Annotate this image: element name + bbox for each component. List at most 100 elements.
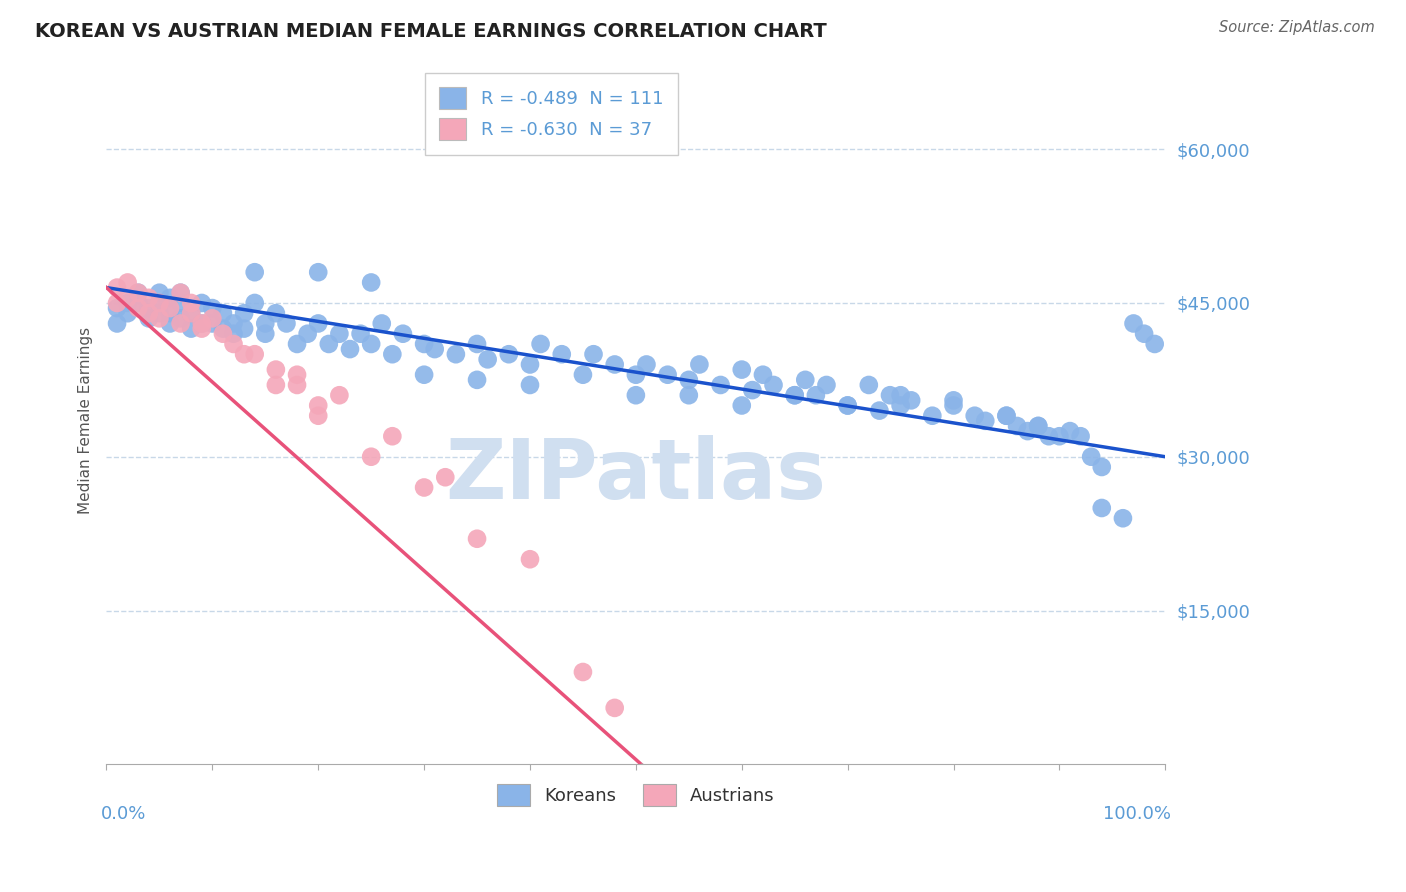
Point (243, 347, 266, 361)
Point (212, 321, 235, 335)
Point (572, 368, 595, 382)
Text: 100.0%: 100.0% (1102, 805, 1171, 823)
Point (117, 296, 139, 310)
Point (190, 317, 212, 331)
Point (190, 317, 212, 331)
Point (1070, 429, 1092, 443)
Point (974, 414, 997, 428)
Point (381, 429, 404, 443)
Point (169, 311, 191, 326)
Point (423, 342, 446, 356)
Point (890, 388, 912, 402)
Point (551, 347, 574, 361)
Point (360, 337, 382, 351)
Legend: Koreans, Austrians: Koreans, Austrians (489, 777, 782, 814)
Point (285, 368, 308, 382)
Point (307, 399, 329, 413)
Point (413, 481, 436, 495)
Point (678, 388, 700, 402)
Point (117, 276, 139, 290)
Point (222, 337, 245, 351)
Point (264, 306, 287, 320)
Point (148, 296, 170, 310)
Point (212, 326, 235, 341)
Point (413, 368, 436, 382)
Point (254, 326, 277, 341)
Point (233, 347, 256, 361)
Point (942, 399, 965, 413)
Point (127, 296, 149, 310)
Point (1047, 429, 1070, 443)
Point (465, 337, 488, 351)
Point (688, 358, 710, 372)
Point (148, 306, 170, 320)
Point (783, 388, 806, 402)
Point (1005, 419, 1028, 434)
Point (201, 317, 224, 331)
Point (434, 470, 457, 484)
Point (731, 399, 754, 413)
Point (285, 337, 308, 351)
Point (752, 368, 775, 382)
Point (243, 296, 266, 310)
Point (180, 296, 202, 310)
Point (307, 265, 329, 279)
Point (392, 326, 415, 341)
Point (276, 317, 298, 331)
Point (762, 378, 785, 392)
Point (1143, 337, 1166, 351)
Point (138, 291, 160, 305)
Point (105, 296, 128, 310)
Point (995, 409, 1018, 423)
Point (603, 701, 626, 715)
Point (519, 358, 541, 372)
Point (900, 393, 922, 408)
Point (741, 383, 763, 397)
Text: ZIPatlas: ZIPatlas (446, 435, 827, 516)
Point (498, 347, 520, 361)
Point (254, 317, 277, 331)
Point (1038, 429, 1060, 443)
Point (465, 373, 488, 387)
Point (138, 306, 160, 320)
Point (519, 378, 541, 392)
Point (159, 306, 181, 320)
Point (264, 378, 287, 392)
Point (105, 301, 128, 315)
Point (349, 326, 371, 341)
Point (190, 321, 212, 335)
Point (307, 409, 329, 423)
Point (360, 276, 382, 290)
Point (328, 388, 350, 402)
Point (222, 326, 245, 341)
Point (233, 306, 256, 320)
Point (190, 296, 212, 310)
Point (519, 552, 541, 566)
Point (159, 291, 181, 305)
Point (180, 321, 202, 335)
Point (710, 378, 733, 392)
Point (413, 337, 436, 351)
Point (1133, 326, 1156, 341)
Point (169, 285, 191, 300)
Point (678, 373, 700, 387)
Point (138, 301, 160, 315)
Point (339, 342, 361, 356)
Point (603, 358, 626, 372)
Point (890, 399, 912, 413)
Point (477, 352, 499, 367)
Point (1026, 419, 1049, 434)
Point (731, 362, 754, 376)
Point (127, 301, 149, 315)
Point (159, 301, 181, 315)
Point (201, 301, 224, 315)
Point (794, 373, 817, 387)
Point (148, 311, 170, 326)
Point (1122, 317, 1144, 331)
Point (328, 326, 350, 341)
Point (1017, 424, 1039, 438)
Point (572, 665, 595, 679)
Point (529, 337, 551, 351)
Point (117, 291, 139, 305)
Point (307, 317, 329, 331)
